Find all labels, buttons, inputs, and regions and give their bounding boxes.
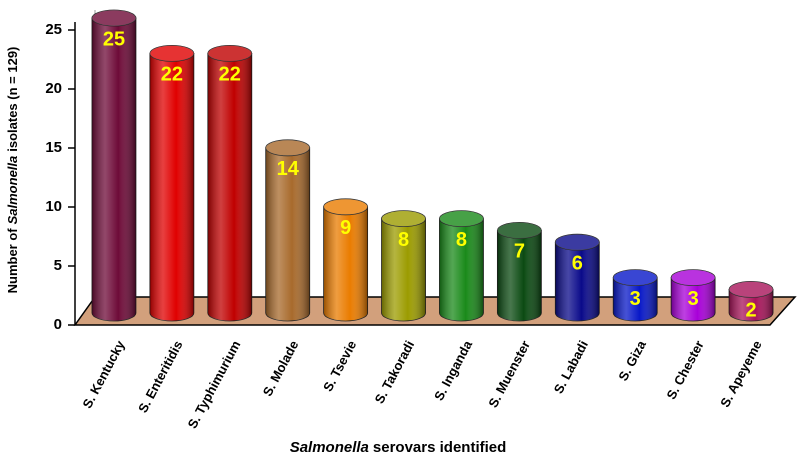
bar-shading: [613, 277, 658, 321]
bar-top: [554, 233, 600, 251]
bar-shading: [323, 206, 368, 321]
x-tick-label: S. Chester: [663, 338, 706, 402]
value-label: 8: [398, 229, 409, 251]
x-tick-label: S. Typhimurium: [185, 338, 244, 431]
x-tick-label: S. Enteritidis: [135, 338, 186, 415]
x-tick-label: S. Tsevie: [320, 338, 359, 394]
x-title-part: Salmonella: [290, 439, 369, 456]
value-label: 8: [456, 229, 467, 251]
bar-shading: [671, 277, 716, 321]
x-tick-label: S. Kentucky: [79, 337, 128, 410]
y-title-part: Salmonella: [5, 156, 20, 225]
value-label: 3: [688, 288, 699, 310]
x-title-part: serovars identified: [373, 439, 506, 456]
bar-shading: [497, 230, 542, 321]
bar-shading: [91, 18, 136, 321]
bar-top-shading: [265, 139, 310, 156]
bar-top: [207, 45, 253, 62]
bar-top-shading: [381, 210, 426, 227]
value-label: 25: [103, 28, 125, 50]
bar-top-shading: [613, 269, 658, 286]
bar-top: [381, 210, 426, 228]
x-tick-label: S. Giza: [615, 337, 649, 383]
bar-top: [91, 9, 137, 27]
bar-shading: [381, 218, 426, 321]
y-title-part: isolates (n = 129): [5, 47, 20, 152]
bar-top-shading: [323, 198, 368, 215]
value-label: 9: [340, 217, 351, 239]
y-tick-label: 0: [54, 316, 62, 333]
bar-top: [439, 210, 484, 228]
bar-top: [670, 269, 716, 287]
y-title-part: Number of: [5, 228, 20, 294]
y-tick-label: 10: [45, 198, 62, 215]
y-tick-label: 25: [45, 21, 62, 38]
x-tick-label: S. Inganda: [431, 337, 475, 403]
value-label: 22: [219, 64, 241, 86]
x-tick-label: S. Takoradi: [372, 338, 418, 406]
bar-top-shading: [149, 45, 194, 62]
bar-shading: [265, 147, 310, 321]
bar-shading: [729, 289, 774, 321]
bar-top-shading: [497, 222, 542, 239]
bar-shading: [207, 53, 252, 322]
bar-top-shading: [671, 269, 716, 286]
x-tick-label: S. Apeyeme: [717, 338, 765, 410]
value-label: 6: [572, 252, 583, 274]
bar-shading: [555, 242, 600, 321]
bar-top: [149, 45, 195, 62]
bar-top: [728, 280, 774, 298]
x-tick-label: S. Labadi: [551, 338, 591, 396]
y-tick-label: 20: [45, 80, 62, 97]
bar-top-shading: [729, 281, 774, 298]
bar-shading: [439, 218, 484, 321]
y-tick-label: 5: [54, 257, 62, 274]
value-label: 22: [161, 64, 183, 86]
y-tick-label: 15: [45, 139, 62, 156]
bar-top-shading: [207, 45, 252, 62]
bar-top: [323, 198, 369, 216]
x-axis-title: Salmonella serovars identified: [290, 439, 507, 456]
bar-shading: [149, 53, 194, 322]
x-tick-label: S. Muenster: [485, 338, 533, 410]
value-label: 2: [745, 300, 756, 322]
x-tick-label: S. Molade: [260, 338, 302, 399]
bar-top-shading: [91, 10, 136, 26]
bar-top: [265, 139, 311, 157]
bar-top: [612, 269, 658, 287]
value-label: 3: [630, 288, 641, 310]
value-label: 7: [514, 241, 525, 263]
y-axis-title: Number of Salmonella isolates (n = 129): [5, 47, 20, 294]
value-label: 14: [277, 158, 300, 180]
bar-top-shading: [555, 234, 600, 251]
bar-top: [496, 221, 542, 239]
bar-top-shading: [439, 210, 484, 227]
